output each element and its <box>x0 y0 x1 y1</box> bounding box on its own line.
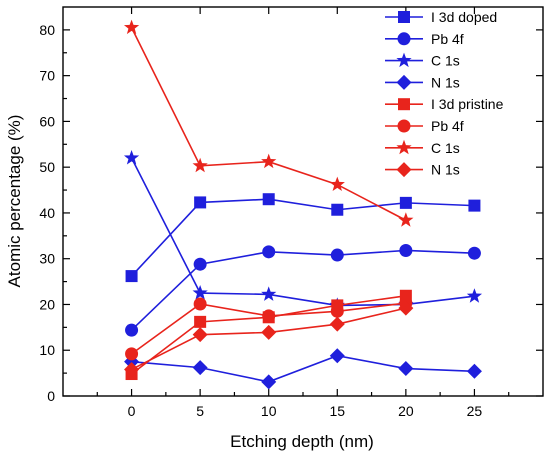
y-tick-label: 60 <box>39 113 55 129</box>
data-point-circle <box>399 243 413 257</box>
legend-item: I 3d pristine <box>385 96 504 112</box>
x-tick-label: 25 <box>467 403 483 419</box>
data-point-star <box>192 285 208 300</box>
data-point-square <box>194 196 207 209</box>
legend-label: Pb 4f <box>431 118 464 134</box>
legend-label: C 1s <box>431 140 460 156</box>
legend-item: N 1s <box>385 74 460 90</box>
y-tick-label: 70 <box>39 68 55 84</box>
legend-marker-circle <box>397 119 411 133</box>
data-point-square <box>262 193 275 206</box>
data-point-diamond <box>466 363 482 379</box>
series-line <box>130 157 475 307</box>
data-point-square <box>468 199 481 212</box>
legend: I 3d doped Pb 4f C 1s N 1s I 3d pristine Pb 4… <box>385 9 504 178</box>
y-tick-label: 80 <box>39 22 55 38</box>
y-axis: 0 10 20 30 40 50 60 70 80 <box>39 22 543 404</box>
series <box>125 193 481 283</box>
series-line <box>131 354 475 383</box>
series <box>125 243 481 337</box>
series <box>123 150 483 312</box>
legend-item: C 1s <box>385 52 460 69</box>
legend-label: I 3d pristine <box>431 96 504 112</box>
y-tick-label: 30 <box>39 251 55 267</box>
legend-label: N 1s <box>431 74 460 90</box>
legend-label: N 1s <box>431 162 460 178</box>
series <box>123 19 414 227</box>
legend-marker-diamond <box>396 74 412 90</box>
series-line <box>131 249 475 331</box>
data-point-star <box>329 176 345 192</box>
series-line <box>130 27 407 221</box>
data-point-star <box>466 288 483 303</box>
series <box>124 300 414 377</box>
x-tick-label: 5 <box>196 403 204 419</box>
data-point-square <box>125 270 138 283</box>
legend-label: Pb 4f <box>431 31 464 47</box>
data-point-circle <box>193 257 207 271</box>
data-point-star <box>398 212 414 227</box>
legend-item: Pb 4f <box>385 31 464 47</box>
data-point-diamond <box>124 361 140 377</box>
series-line <box>130 198 475 277</box>
data-point-square <box>331 203 344 216</box>
legend-label: I 3d doped <box>431 9 497 25</box>
data-point-diamond <box>398 361 414 377</box>
legend-marker-square <box>398 11 410 23</box>
data-point-circle <box>330 304 344 318</box>
x-tick-label: 0 <box>128 403 136 419</box>
x-tick-label: 10 <box>261 403 277 419</box>
legend-marker-diamond <box>396 162 412 178</box>
data-point-circle <box>330 248 344 262</box>
data-point-diamond <box>192 360 208 376</box>
data-point-circle <box>193 297 207 311</box>
data-point-star <box>192 157 208 173</box>
data-point-square <box>399 196 412 209</box>
legend-marker-square <box>398 98 410 111</box>
y-tick-label: 10 <box>39 342 55 358</box>
legend-item: C 1s <box>385 139 460 156</box>
x-tick-label: 15 <box>329 403 345 419</box>
legend-marker-star <box>396 139 412 155</box>
data-point-diamond <box>261 374 277 390</box>
legend-item: N 1s <box>385 162 460 178</box>
data-point-star <box>123 19 140 35</box>
legend-marker-circle <box>397 32 411 46</box>
data-point-circle <box>125 323 139 337</box>
data-point-diamond <box>398 300 414 316</box>
data-point-circle <box>262 245 276 259</box>
data-point-star <box>123 150 140 165</box>
data-point-diamond <box>192 327 208 343</box>
data-point-star <box>261 153 277 169</box>
legend-marker-star <box>396 52 412 68</box>
x-axis: 0 5 10 15 20 25 <box>96 7 510 419</box>
y-tick-label: 50 <box>39 159 55 175</box>
series-layer <box>123 19 483 390</box>
legend-label: C 1s <box>431 53 460 69</box>
data-point-circle <box>467 246 481 260</box>
data-point-diamond <box>261 324 277 340</box>
y-tick-label: 0 <box>47 388 55 404</box>
y-axis-title: Atomic percentage (%) <box>5 115 24 288</box>
y-tick-label: 40 <box>39 205 55 221</box>
legend-item: Pb 4f <box>385 118 464 134</box>
data-point-diamond <box>329 316 345 332</box>
data-point-circle <box>125 347 139 361</box>
series <box>124 348 482 390</box>
x-tick-label: 20 <box>398 403 414 419</box>
y-tick-label: 20 <box>39 296 55 312</box>
plot-area: 0 5 10 15 20 25 0 10 20 30 40 50 60 70 80 <box>39 6 544 419</box>
data-point-square <box>194 315 207 328</box>
x-axis-title: Etching depth (nm) <box>230 432 374 451</box>
data-point-star <box>261 286 277 301</box>
legend-item: I 3d doped <box>385 9 497 25</box>
data-point-circle <box>262 309 276 323</box>
data-point-diamond <box>329 348 345 364</box>
